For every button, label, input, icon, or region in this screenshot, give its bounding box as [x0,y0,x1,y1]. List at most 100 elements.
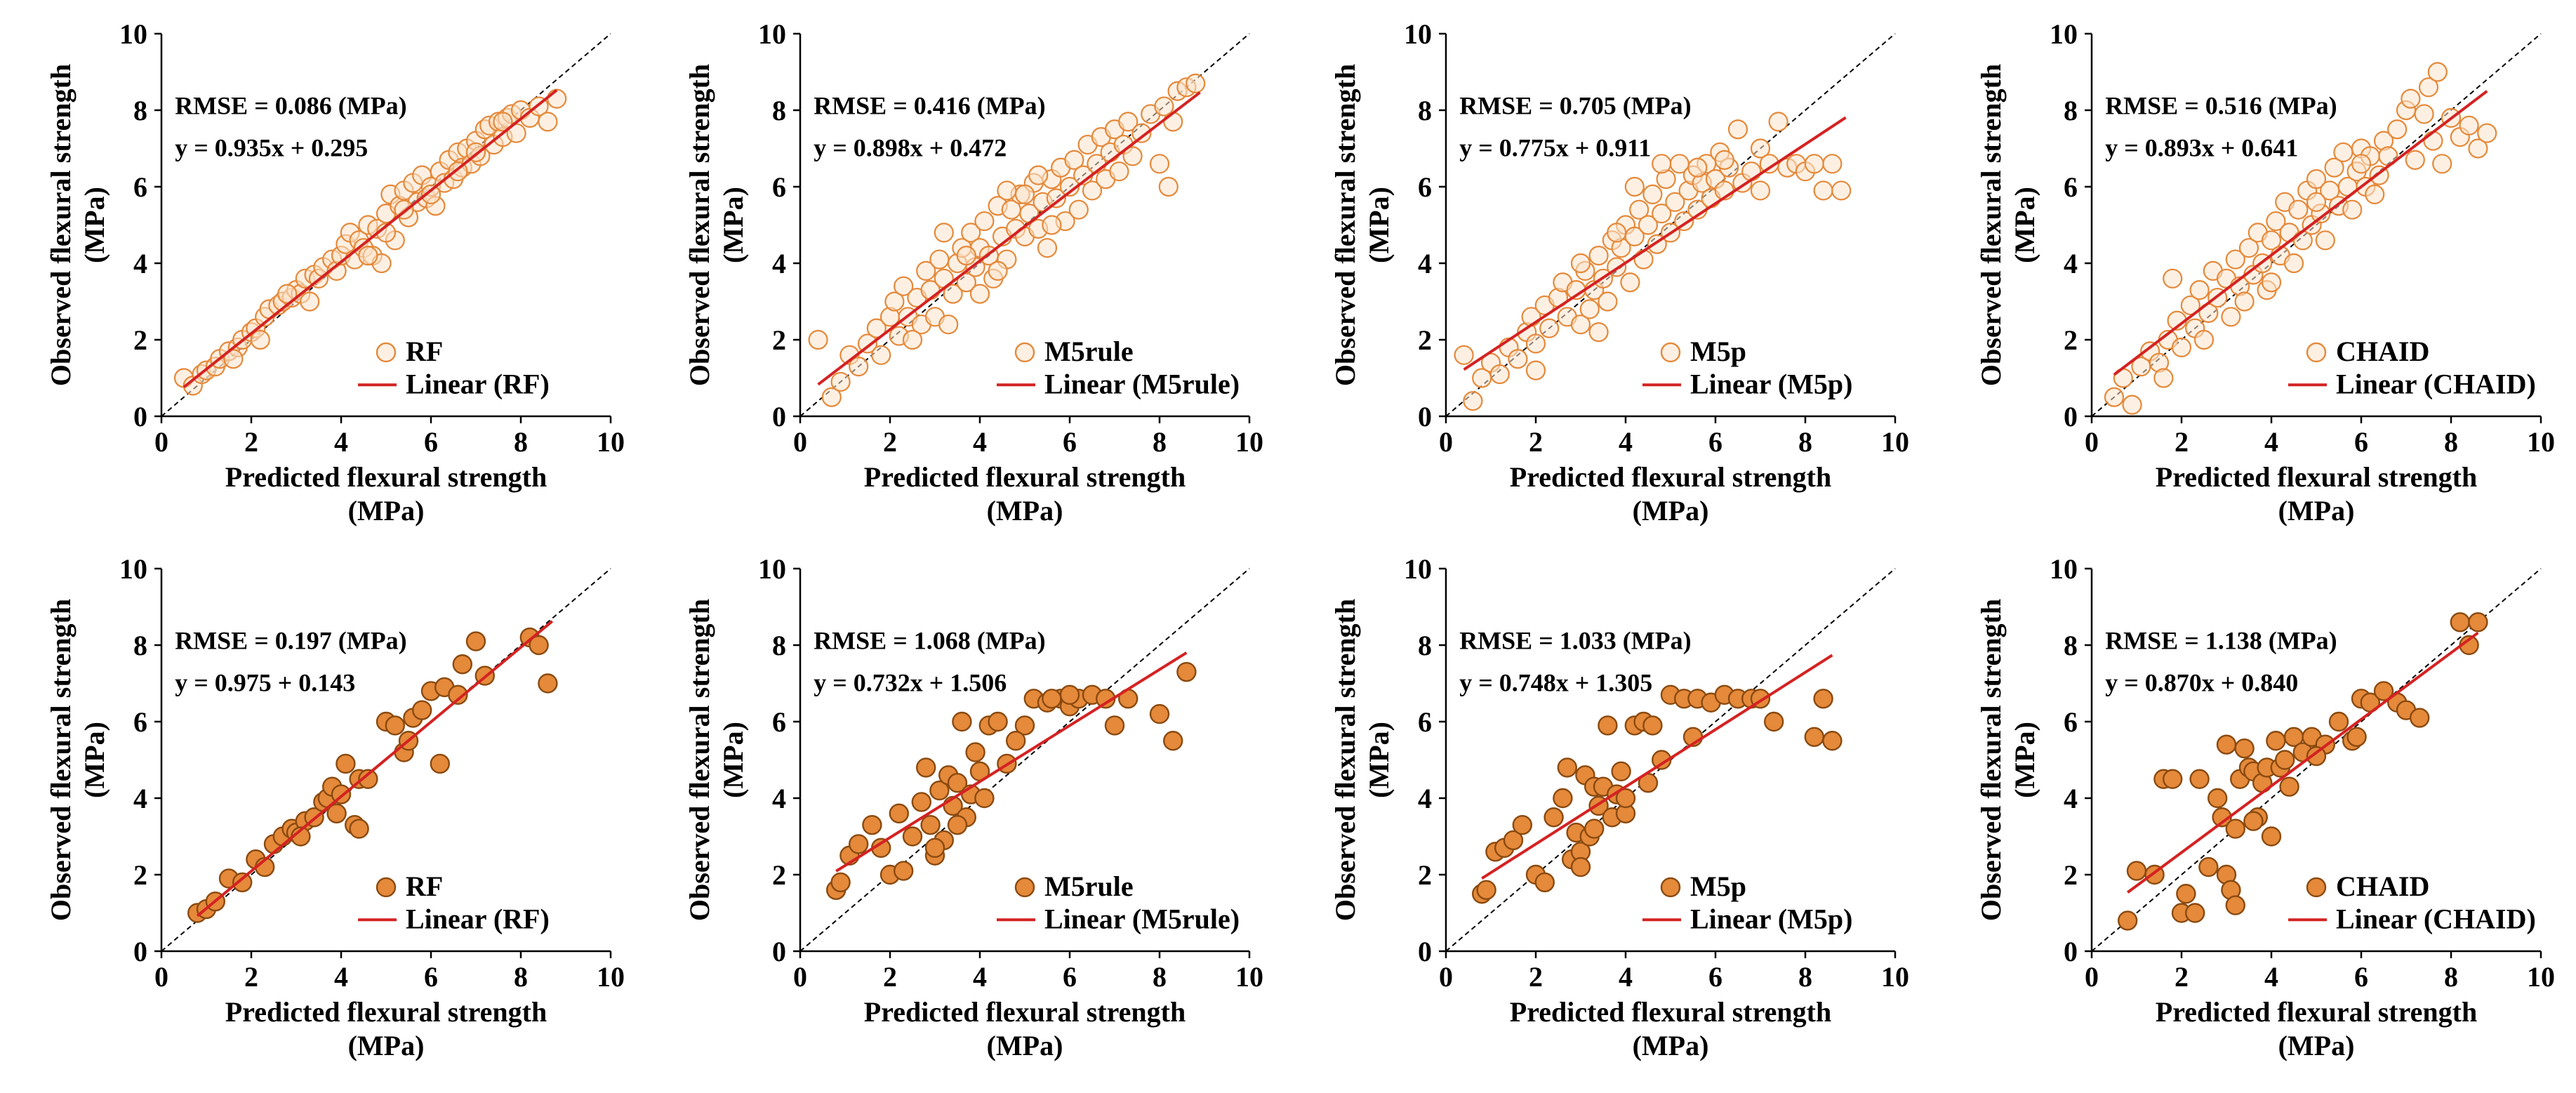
data-point [1508,349,1528,369]
x-tick-label: 6 [1708,426,1722,458]
y-axis-title-unit: (MPa) [717,722,749,798]
y-axis-title: Observed flexural strength [1975,599,2007,921]
data-point [1149,703,1170,724]
data-point [894,276,914,296]
data-point [385,715,405,736]
y-tick-label: 6 [2064,706,2078,738]
equation-annotation: y = 0.732x + 1.506 [814,668,1007,696]
data-point [1633,249,1654,270]
data-point [2477,123,2497,143]
x-axis-title-unit: (MPa) [348,1030,425,1061]
y-tick-label: 8 [2064,630,2078,661]
data-point [1064,150,1084,170]
x-tick-label: 0 [154,961,168,993]
chart-panel-chaid-train: 0 2 4 6 8 10 0 2 4 6 8 10 Predicted flexural strengt… [1975,18,2555,526]
data-point [929,780,950,801]
rmse-annotation: RMSE = 0.516 (MPa) [2105,91,2337,119]
data-point [938,314,959,335]
data-point [915,757,936,778]
data-point [2418,77,2439,98]
data-point [920,814,941,835]
x-tick-label: 4 [973,961,987,993]
x-tick-label: 0 [154,426,168,458]
fit-line [835,651,1188,873]
x-tick-label: 0 [1439,426,1453,458]
y-axis-title-unit: (MPa) [1363,187,1395,263]
data-point [2328,711,2349,732]
fit-line [182,88,558,389]
x-tick-label: 2 [1529,961,1543,993]
x-tick-label: 10 [1881,961,1909,993]
y-axis-title: Observed flexural strength [684,599,715,921]
y-tick-label: 0 [1418,401,1432,432]
rmse-annotation: RMSE = 1.068 (MPa) [814,626,1045,654]
y-axis-title: Observed flexural strength [1329,599,1361,921]
y-tick-label: 6 [133,706,147,738]
y-tick-label: 10 [758,18,786,50]
data-point [2189,769,2210,789]
data-point [1813,689,1833,709]
data-point [902,826,923,847]
equation-annotation: y = 0.975 + 0.143 [175,668,355,696]
x-tick-label: 2 [883,961,897,993]
y-tick-label: 0 [133,401,147,432]
data-point [538,673,558,694]
y-tick-label: 10 [2050,18,2078,50]
chart-panel-rf-test: 0 2 4 6 8 10 0 2 4 6 8 10 Predicted flexural strengt… [45,553,625,1061]
data-point [2459,115,2479,135]
x-tick-label: 10 [1235,426,1263,458]
data-point [2180,295,2200,316]
data-point [1525,333,1546,354]
legend-label-line: Linear (CHAID) [2336,903,2536,934]
y-tick-label: 0 [1418,936,1432,967]
data-point [1463,391,1483,411]
legend-label-scatter: M5p [1690,336,1746,367]
equation-annotation: y = 0.898x + 0.472 [814,133,1007,161]
x-tick-label: 4 [334,426,348,458]
data-point [2162,769,2183,789]
data-point [448,684,468,706]
y-tick-label: 8 [1418,630,1432,661]
y-tick-label: 6 [772,706,786,738]
data-point [2261,272,2282,293]
y-tick-label: 0 [2064,401,2078,432]
data-point [808,329,828,350]
y-axis-title: Observed flexural strength [1975,64,2007,386]
data-point [1046,188,1066,208]
legend-marker [376,342,397,363]
data-point [1822,154,1843,174]
data-point [2238,238,2259,258]
x-tick-label: 2 [2175,426,2189,458]
x-tick-label: 6 [2354,961,2368,993]
data-point [2365,184,2385,204]
data-point [493,112,513,132]
x-axis-title: Predicted flexural strength [2156,461,2477,493]
rmse-annotation: RMSE = 0.086 (MPa) [175,91,406,119]
data-point [277,284,298,304]
equation-annotation: y = 0.893x + 0.641 [2105,133,2298,161]
x-axis-title-unit: (MPa) [2278,495,2355,526]
data-point [1588,322,1609,343]
data-point [1570,314,1591,335]
data-point [349,819,369,839]
x-tick-label: 4 [1619,426,1633,458]
x-tick-label: 10 [1881,426,1909,458]
data-point [529,635,549,656]
data-point [1727,119,1748,140]
x-axis-title-unit: (MPa) [2278,1030,2355,1061]
data-point [1584,819,1605,839]
y-tick-label: 4 [1418,783,1432,814]
data-point [547,88,567,109]
data-point [2288,199,2309,220]
data-point [2351,154,2372,174]
data-point [2414,104,2434,124]
data-point [830,872,851,893]
data-point [452,654,472,675]
legend-label-line: Linear (CHAID) [2336,368,2536,399]
data-point [1822,731,1843,751]
data-point [2163,268,2183,289]
data-point [2373,681,2394,701]
y-axis-title-unit: (MPa) [1363,722,1395,798]
data-point [2198,856,2219,877]
legend-label-scatter: RF [406,336,443,367]
